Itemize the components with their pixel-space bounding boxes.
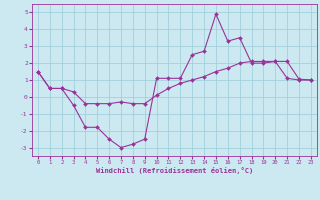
X-axis label: Windchill (Refroidissement éolien,°C): Windchill (Refroidissement éolien,°C) <box>96 167 253 174</box>
